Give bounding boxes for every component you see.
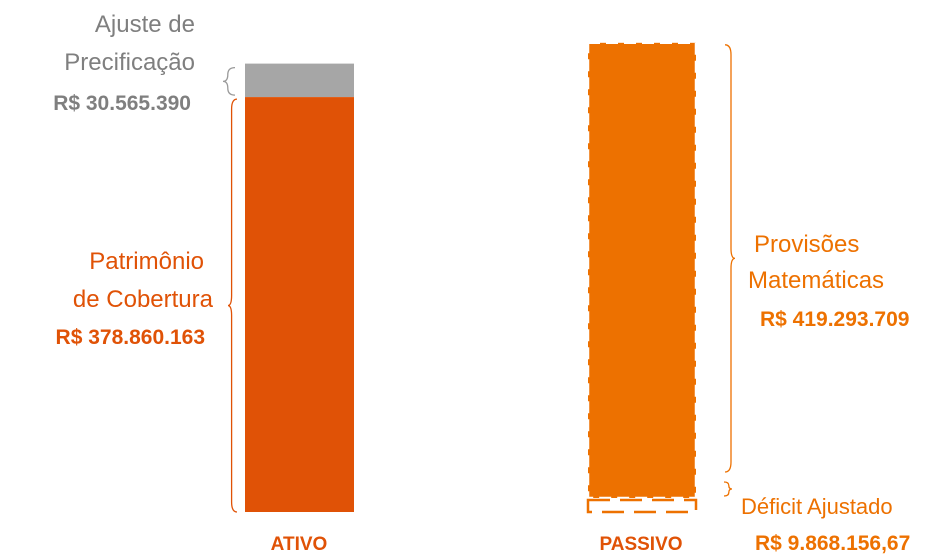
bar-passivo-provisoes-matematicas [586,41,698,500]
value-deficit-ajustado: R$ 9.868.156,67 [755,532,910,555]
label-patrimonio-line-1: Patrimônio [89,248,204,275]
value-patrimonio-cobertura: R$ 378.860.163 [56,326,205,349]
bar-ativo-patrimonio-cobertura [245,97,354,512]
label-ajuste-line-1: Ajuste de [95,11,195,38]
label-ajuste-line-2: Precificação [64,49,195,76]
value-provisoes-matematicas: R$ 419.293.709 [760,308,909,331]
bracket-deficit-ajustado [723,481,733,497]
bracket-patrimonio-cobertura [227,98,238,513]
category-label-ativo: ATIVO [271,534,328,555]
label-provisoes-line-2: Matemáticas [748,267,884,294]
label-deficit-ajustado: Déficit Ajustado [741,494,893,519]
bar-passivo-deficit-ajustado [586,498,698,514]
label-patrimonio-line-2: de Cobertura [73,286,214,313]
category-label-passivo: PASSIVO [599,534,682,555]
label-provisoes-line-1: Provisões [754,231,859,258]
value-ajuste-precificacao: R$ 30.565.390 [53,92,191,115]
bar-ativo-ajuste-precificacao [245,63,354,98]
bracket-ajuste-precificacao [222,66,236,96]
bracket-provisoes-matematicas [724,44,736,473]
